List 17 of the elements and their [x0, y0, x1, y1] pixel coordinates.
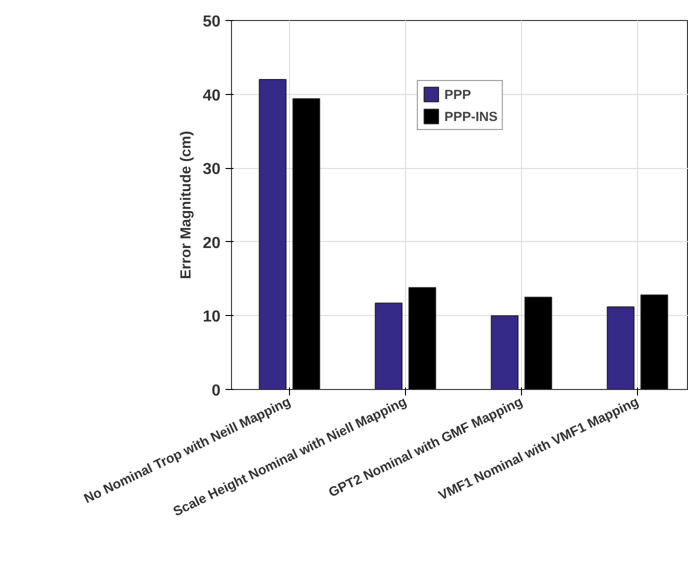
legend-label: PPP-INS	[444, 108, 498, 124]
y-tick-label: 10	[202, 308, 221, 326]
y-tick-label: 50	[202, 14, 221, 30]
bar	[408, 287, 436, 390]
bar	[292, 98, 320, 390]
y-tick-label: 20	[202, 234, 221, 252]
y-tick-label: 30	[202, 161, 221, 178]
y-axis-title: Error Magnitude (cm)	[178, 130, 195, 280]
bar	[606, 306, 634, 390]
bar	[490, 315, 518, 390]
legend-label: PPP	[444, 86, 472, 102]
bar	[524, 296, 552, 390]
bar	[374, 302, 403, 390]
bar	[640, 294, 668, 390]
y-tick-label: 40	[202, 87, 221, 104]
y-tick-label: 0	[212, 382, 221, 400]
bar	[258, 79, 287, 390]
